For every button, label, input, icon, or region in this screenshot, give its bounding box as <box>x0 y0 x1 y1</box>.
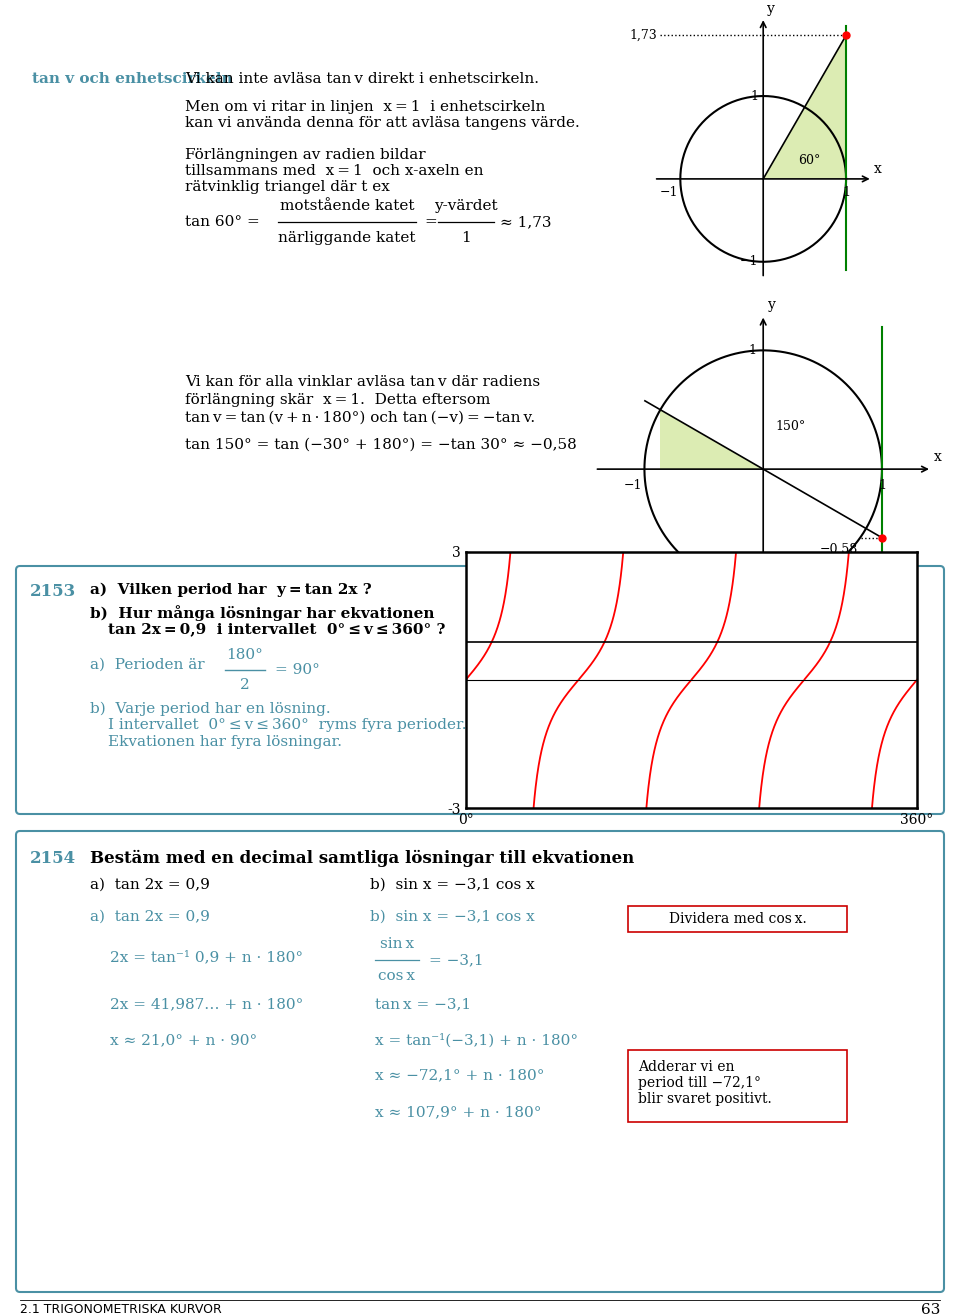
Text: 2153: 2153 <box>30 583 76 600</box>
Text: ≈ 1,73: ≈ 1,73 <box>500 215 551 229</box>
Text: Vi kan inte avläsa tan v direkt i enhetscirkeln.: Vi kan inte avläsa tan v direkt i enhets… <box>185 72 539 85</box>
Text: tan v = tan (v + n · 180°) och tan (−v) = −tan v.: tan v = tan (v + n · 180°) och tan (−v) … <box>185 411 535 424</box>
Text: 63: 63 <box>921 1303 940 1314</box>
Text: y: y <box>766 1 775 16</box>
Text: Men om vi ritar in linjen  x = 1  i enhetscirkeln: Men om vi ritar in linjen x = 1 i enhets… <box>185 100 545 114</box>
Text: sin x: sin x <box>380 937 414 951</box>
Text: cos x: cos x <box>378 968 416 983</box>
Text: a)  tan 2x = 0,9: a) tan 2x = 0,9 <box>90 878 210 892</box>
Text: x: x <box>875 162 882 176</box>
FancyBboxPatch shape <box>16 566 944 813</box>
Text: period till −72,1°: period till −72,1° <box>638 1076 761 1091</box>
Text: −0,58: −0,58 <box>820 543 858 556</box>
Text: y-värdet: y-värdet <box>434 198 498 213</box>
Text: närliggande katet: närliggande katet <box>278 231 416 244</box>
Text: 1: 1 <box>461 231 470 244</box>
Text: b)  sin x = −3,1 cos x: b) sin x = −3,1 cos x <box>370 911 535 924</box>
Text: −1: −1 <box>660 185 679 198</box>
Text: 180°: 180° <box>227 648 263 662</box>
Text: b)  Hur många lösningar har ekvationen: b) Hur många lösningar har ekvationen <box>90 604 435 622</box>
Text: a)  Perioden är: a) Perioden är <box>90 658 204 671</box>
Text: a)  tan 2x = 0,9: a) tan 2x = 0,9 <box>90 911 210 924</box>
Text: kan vi använda denna för att avläsa tangens värde.: kan vi använda denna för att avläsa tang… <box>185 116 580 130</box>
Text: 150°: 150° <box>775 420 805 434</box>
Text: x ≈ 21,0° + n · 90°: x ≈ 21,0° + n · 90° <box>110 1033 257 1047</box>
Text: y: y <box>768 298 776 313</box>
Text: tan v och enhetscirkeln: tan v och enhetscirkeln <box>32 72 232 85</box>
Text: −1: −1 <box>740 255 758 268</box>
Text: motstående katet: motstående katet <box>279 198 415 213</box>
Text: Dividera med cos x.: Dividera med cos x. <box>668 912 806 926</box>
Text: blir svaret positivt.: blir svaret positivt. <box>638 1092 772 1106</box>
Text: 1: 1 <box>748 344 756 357</box>
Text: 1,73: 1,73 <box>630 29 657 42</box>
Text: I intervallet  0° ≤ v ≤ 360°  ryms fyra perioder.: I intervallet 0° ≤ v ≤ 360° ryms fyra pe… <box>108 717 467 732</box>
Text: tan 2x = 0,9  i intervallet  0° ≤ v ≤ 360° ?: tan 2x = 0,9 i intervallet 0° ≤ v ≤ 360°… <box>108 622 445 636</box>
Text: a)  Vilken period har  y = tan 2x ?: a) Vilken period har y = tan 2x ? <box>90 583 372 598</box>
Polygon shape <box>660 410 763 469</box>
Text: Förlängningen av radien bildar: Förlängningen av radien bildar <box>185 148 425 162</box>
Text: x: x <box>934 451 942 464</box>
Text: tan 60° =: tan 60° = <box>185 215 260 229</box>
Text: Bestäm med en decimal samtliga lösningar till ekvationen: Bestäm med en decimal samtliga lösningar… <box>90 850 635 867</box>
Text: x = tan⁻¹(−3,1) + n · 180°: x = tan⁻¹(−3,1) + n · 180° <box>375 1033 578 1047</box>
Polygon shape <box>763 35 846 179</box>
Text: 1: 1 <box>878 478 886 491</box>
Text: −1: −1 <box>737 581 756 594</box>
Text: Adderar vi en: Adderar vi en <box>638 1060 734 1074</box>
FancyBboxPatch shape <box>628 905 847 932</box>
Text: x ≈ 107,9° + n · 180°: x ≈ 107,9° + n · 180° <box>375 1105 541 1120</box>
Text: Vi kan för alla vinklar avläsa tan v där radiens: Vi kan för alla vinklar avläsa tan v där… <box>185 374 540 389</box>
Text: =: = <box>424 215 437 229</box>
Text: −1: −1 <box>624 478 642 491</box>
Text: b)  sin x = −3,1 cos x: b) sin x = −3,1 cos x <box>370 878 535 892</box>
Text: rätvinklig triangel där t ex: rätvinklig triangel där t ex <box>185 180 390 194</box>
Text: 1: 1 <box>750 89 758 102</box>
Text: 2154: 2154 <box>30 850 76 867</box>
Text: b)  Varje period har en lösning.: b) Varje period har en lösning. <box>90 702 330 716</box>
Text: 60°: 60° <box>798 154 821 167</box>
Text: = −3,1: = −3,1 <box>429 953 484 967</box>
Text: x ≈ −72,1° + n · 180°: x ≈ −72,1° + n · 180° <box>375 1068 544 1081</box>
Text: Ekvationen har fyra lösningar.: Ekvationen har fyra lösningar. <box>108 735 342 749</box>
Text: 1: 1 <box>842 185 851 198</box>
Text: tan 150° = tan (−30° + 180°) = −tan 30° ≈ −0,58: tan 150° = tan (−30° + 180°) = −tan 30° … <box>185 438 577 452</box>
Text: tillsammans med  x = 1  och x-axeln en: tillsammans med x = 1 och x-axeln en <box>185 164 484 177</box>
Text: 2.1 TRIGONOMETRISKA KURVOR: 2.1 TRIGONOMETRISKA KURVOR <box>20 1303 222 1314</box>
Text: tan x = −3,1: tan x = −3,1 <box>375 997 471 1010</box>
Text: = 90°: = 90° <box>275 664 320 677</box>
FancyBboxPatch shape <box>628 1050 847 1122</box>
FancyBboxPatch shape <box>16 830 944 1292</box>
Text: 2: 2 <box>240 678 250 692</box>
Text: förlängning skär  x = 1.  Detta eftersom: förlängning skär x = 1. Detta eftersom <box>185 393 491 407</box>
Text: 2x = 41,987… + n · 180°: 2x = 41,987… + n · 180° <box>110 997 303 1010</box>
Text: 2x = tan⁻¹ 0,9 + n · 180°: 2x = tan⁻¹ 0,9 + n · 180° <box>110 950 303 964</box>
